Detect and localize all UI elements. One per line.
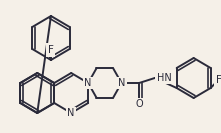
- Text: N: N: [67, 108, 75, 118]
- Text: N: N: [84, 78, 92, 88]
- Text: N: N: [118, 78, 125, 88]
- Text: F: F: [48, 45, 54, 55]
- Text: O: O: [135, 99, 143, 109]
- Text: F: F: [215, 75, 221, 85]
- Text: HN: HN: [157, 73, 171, 83]
